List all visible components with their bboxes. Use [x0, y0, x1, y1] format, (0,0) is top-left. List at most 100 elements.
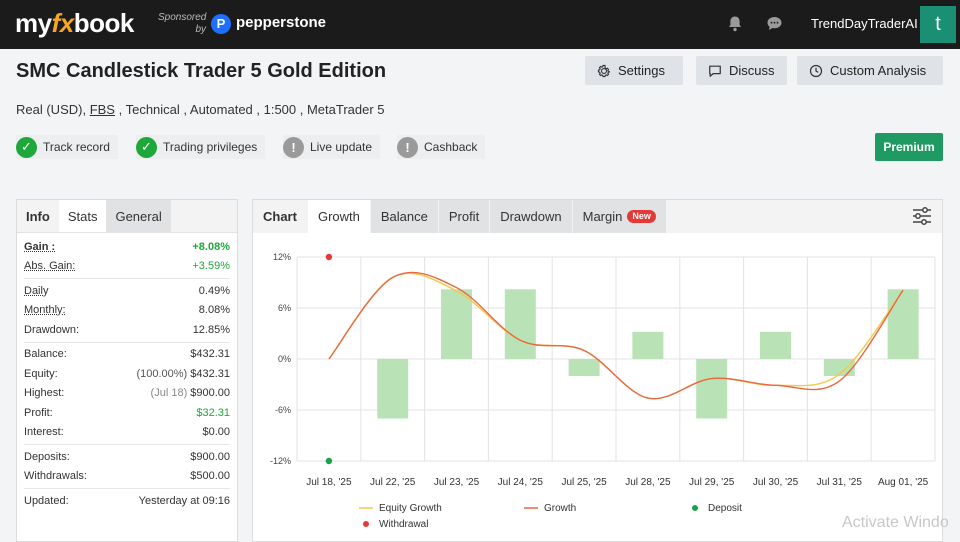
gain-value: +8.08%: [192, 240, 230, 253]
exclamation-icon: !: [283, 136, 304, 158]
stat-row-balance: Balance: $432.31: [17, 345, 237, 365]
y-tick-label: -12%: [270, 456, 291, 466]
x-tick-label: Jul 25, '25: [561, 477, 607, 488]
y-tick-label: 6%: [278, 303, 291, 313]
account-type: Real (USD),: [16, 102, 90, 117]
cashback-badge[interactable]: ! Cashback: [397, 135, 486, 159]
myfxbook-logo[interactable]: myfxbook: [15, 8, 134, 39]
tab-growth[interactable]: Growth: [307, 200, 370, 233]
highest-date: (Jul 18): [150, 387, 188, 400]
tab-balance[interactable]: Balance: [370, 200, 438, 233]
x-tick-label: Aug 01, '25: [878, 477, 929, 488]
badge-label: Trading privileges: [163, 140, 258, 154]
growth-bar: [504, 289, 536, 359]
abs-gain-label[interactable]: Abs. Gain:: [24, 260, 76, 273]
balance-value: $432.31: [190, 348, 230, 361]
tab-margin-label: Margin: [582, 209, 623, 224]
deposits-value: $900.00: [190, 450, 230, 463]
y-tick-label: 12%: [273, 252, 291, 262]
updated-value: Yesterday at 09:16: [138, 494, 230, 507]
deposit-marker: [325, 457, 333, 465]
premium-button[interactable]: Premium: [875, 133, 943, 161]
legend-withdrawal-label: Withdrawal: [379, 519, 428, 530]
settings-button[interactable]: Settings: [585, 56, 683, 85]
badge-label: Live update: [310, 140, 373, 154]
chat-icon[interactable]: [766, 15, 783, 37]
divider: [24, 444, 230, 445]
track-record-badge[interactable]: ✓ Track record: [16, 135, 118, 159]
discuss-button[interactable]: Discuss: [696, 56, 787, 85]
stat-row-interest: Interest: $0.00: [17, 423, 237, 443]
divider: [24, 488, 230, 489]
clock-icon: [809, 64, 823, 77]
x-tick-label: Jul 23, '25: [434, 477, 480, 488]
check-icon: ✓: [136, 136, 157, 158]
growth-bar: [887, 289, 919, 359]
equity-percent: (100.00%): [136, 367, 188, 380]
divider: [24, 341, 230, 343]
tab-profit[interactable]: Profit: [438, 200, 490, 233]
legend-growth-label: Growth: [544, 503, 576, 514]
growth-bar: [441, 289, 472, 359]
new-badge: New: [627, 210, 656, 223]
withdrawals-value: $500.00: [190, 470, 230, 483]
discuss-button-label: Discuss: [729, 63, 775, 78]
live-update-badge[interactable]: ! Live update: [283, 135, 381, 159]
custom-analysis-button[interactable]: Custom Analysis: [797, 56, 943, 85]
gear-icon: [597, 64, 611, 77]
tab-info[interactable]: Info: [26, 209, 50, 224]
settings-button-label: Settings: [618, 63, 665, 78]
stat-row-abs-gain: Abs. Gain: +3.59%: [17, 257, 237, 277]
sponsored-by-label: Sponsored by: [158, 12, 206, 36]
broker-link[interactable]: FBS: [89, 102, 115, 117]
bell-icon[interactable]: [727, 15, 743, 37]
stat-row-drawdown: Drawdown: 12.85%: [17, 320, 237, 340]
pepperstone-logo-icon[interactable]: P: [211, 14, 231, 34]
tab-stats[interactable]: Stats: [58, 200, 107, 232]
username[interactable]: TrendDayTraderAI: [811, 16, 918, 31]
badge-label: Track record: [43, 140, 110, 154]
activate-windows-watermark: Activate Windo: [842, 514, 949, 531]
monthly-label[interactable]: Monthly:: [24, 304, 66, 317]
equity-value: $432.31: [190, 367, 230, 380]
stat-row-gain: Gain : +8.08%: [17, 237, 237, 257]
logo-fx-text: fx: [51, 8, 75, 38]
x-tick-label: Jul 22, '25: [370, 477, 416, 488]
abs-gain-value: +3.59%: [192, 260, 230, 273]
custom-analysis-button-label: Custom Analysis: [830, 63, 927, 78]
y-tick-label: 0%: [278, 354, 291, 364]
top-navigation-bar: myfxbook Sponsored by P pepperstone Trend…: [0, 0, 960, 49]
exclamation-icon: !: [397, 136, 418, 158]
series-line-growth: [328, 271, 904, 400]
drawdown-label: Drawdown:: [24, 323, 80, 336]
growth-chart: 12% 6% 0% -6% -12% Jul 18, '25 Jul 22, '25 Jul …: [270, 252, 936, 530]
account-attributes: , Technical , Automated , 1:500 , MetaTr…: [114, 102, 385, 117]
daily-label[interactable]: Daily: [24, 284, 49, 297]
x-tick-label: Jul 30, '25: [753, 477, 799, 488]
stat-row-deposits: Deposits: $900.00: [17, 447, 237, 467]
interest-label: Interest:: [24, 426, 64, 439]
badge-label: Cashback: [424, 140, 478, 154]
avatar[interactable]: t: [920, 6, 956, 43]
monthly-value: 8.08%: [198, 304, 230, 317]
gain-label[interactable]: Gain :: [24, 240, 56, 253]
x-tick-label: Jul 24, '25: [498, 477, 544, 488]
stat-row-monthly: Monthly: 8.08%: [17, 301, 237, 321]
tab-drawdown[interactable]: Drawdown: [490, 200, 572, 233]
account-details: Real (USD), FBS , Technical , Automated …: [16, 102, 385, 117]
balance-label: Balance:: [24, 348, 67, 361]
growth-bar: [760, 331, 791, 359]
filter-icon[interactable]: [912, 207, 932, 230]
chart-label: Chart: [253, 200, 307, 233]
growth-bar: [377, 359, 409, 419]
stat-row-updated: Updated: Yesterday at 09:16: [17, 491, 237, 511]
stat-row-equity: Equity: (100.00%) $432.31: [17, 364, 237, 384]
y-tick-label: -6%: [275, 405, 291, 415]
legend-deposit-swatch: [692, 505, 698, 511]
highest-label: Highest:: [24, 387, 65, 400]
tab-general[interactable]: General: [106, 200, 171, 232]
legend-deposit-label: Deposit: [708, 503, 742, 514]
trading-privileges-badge[interactable]: ✓ Trading privileges: [136, 135, 266, 159]
sponsor-name[interactable]: pepperstone: [236, 14, 327, 31]
tab-margin[interactable]: Margin New: [572, 200, 666, 233]
